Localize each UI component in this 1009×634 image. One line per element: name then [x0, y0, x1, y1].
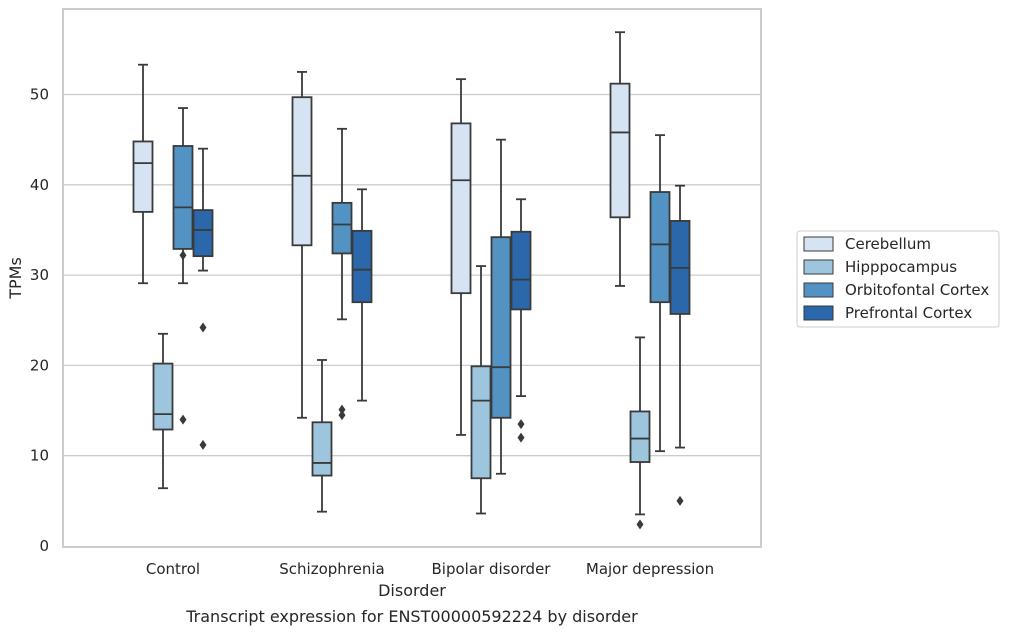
legend-entry: Hipppocampus	[845, 258, 957, 276]
y-tick-labels: 0 10 20 30 40 50	[30, 86, 49, 556]
y-tick-label: 50	[30, 86, 49, 104]
x-tick-label: Control	[146, 560, 200, 578]
chart-caption: Transcript expression for ENST0000059222…	[185, 607, 638, 626]
box-prefrontal-cortex	[510, 198, 532, 443]
box-iqr	[490, 236, 512, 419]
outlier-point	[199, 439, 207, 450]
legend-frame	[796, 230, 1000, 328]
box-iqr	[331, 201, 353, 255]
box-iqr	[291, 96, 313, 247]
outlier-point	[179, 414, 187, 425]
outlier-point	[338, 410, 346, 421]
box-iqr	[192, 209, 214, 258]
box-iqr	[172, 145, 194, 250]
box-series	[132, 31, 691, 530]
box-cerebellum	[132, 63, 154, 285]
legend-swatch	[803, 259, 834, 275]
box-hipppocampus	[470, 265, 492, 515]
outlier-point	[517, 432, 525, 443]
box-prefrontal-cortex	[192, 147, 214, 450]
box-iqr	[132, 140, 154, 213]
legend-swatch	[803, 236, 834, 252]
outlier-point	[199, 322, 207, 333]
legend-entry: Prefrontal Cortex	[845, 304, 972, 322]
box-orbitofontal-cortex	[172, 107, 194, 425]
box-orbitofontal-cortex	[649, 134, 671, 453]
y-tick-label: 20	[30, 356, 49, 374]
legend-swatch	[803, 305, 834, 321]
box-iqr	[311, 421, 333, 477]
box-hipppocampus	[311, 359, 333, 513]
x-tick-label: Schizophrenia	[279, 560, 384, 578]
box-iqr	[629, 410, 651, 463]
outlier-point	[179, 250, 187, 261]
y-tick-label: 30	[30, 266, 49, 284]
box-prefrontal-cortex	[669, 184, 691, 506]
outlier-point	[676, 495, 684, 506]
y-tick-label: 10	[30, 447, 49, 465]
y-tick-label: 40	[30, 176, 49, 194]
box-orbitofontal-cortex	[490, 138, 512, 475]
box-iqr	[510, 230, 532, 311]
box-iqr	[470, 365, 492, 480]
x-tick-label: Major depression	[586, 560, 714, 578]
outlier-point	[636, 519, 644, 530]
box-iqr	[609, 82, 631, 219]
box-hipppocampus	[629, 336, 651, 530]
legend: Cerebellum Hipppocampus Orbitofontal Corte…	[796, 230, 1000, 328]
x-tick-labels: Control Schizophrenia Bipolar disorder Majo…	[146, 560, 714, 578]
outlier-point	[517, 419, 525, 430]
box-iqr	[152, 362, 174, 431]
box-cerebellum	[291, 71, 313, 419]
box-iqr	[649, 191, 671, 304]
box-hipppocampus	[152, 332, 174, 490]
x-axis-label: Disorder	[378, 581, 446, 600]
outlier-point	[338, 404, 346, 415]
box-prefrontal-cortex	[351, 188, 373, 402]
box-orbitofontal-cortex	[331, 127, 353, 421]
legend-entry: Orbitofontal Cortex	[845, 281, 989, 299]
box-cerebellum	[450, 78, 472, 436]
y-tick-label: 0	[39, 537, 49, 555]
legend-swatch	[803, 282, 834, 298]
legend-entry: Cerebellum	[845, 235, 931, 253]
x-tick-label: Bipolar disorder	[432, 560, 552, 578]
box-cerebellum	[609, 31, 631, 287]
box-iqr	[351, 229, 373, 304]
box-iqr	[450, 122, 472, 295]
y-axis-label: TPMs	[6, 257, 25, 300]
